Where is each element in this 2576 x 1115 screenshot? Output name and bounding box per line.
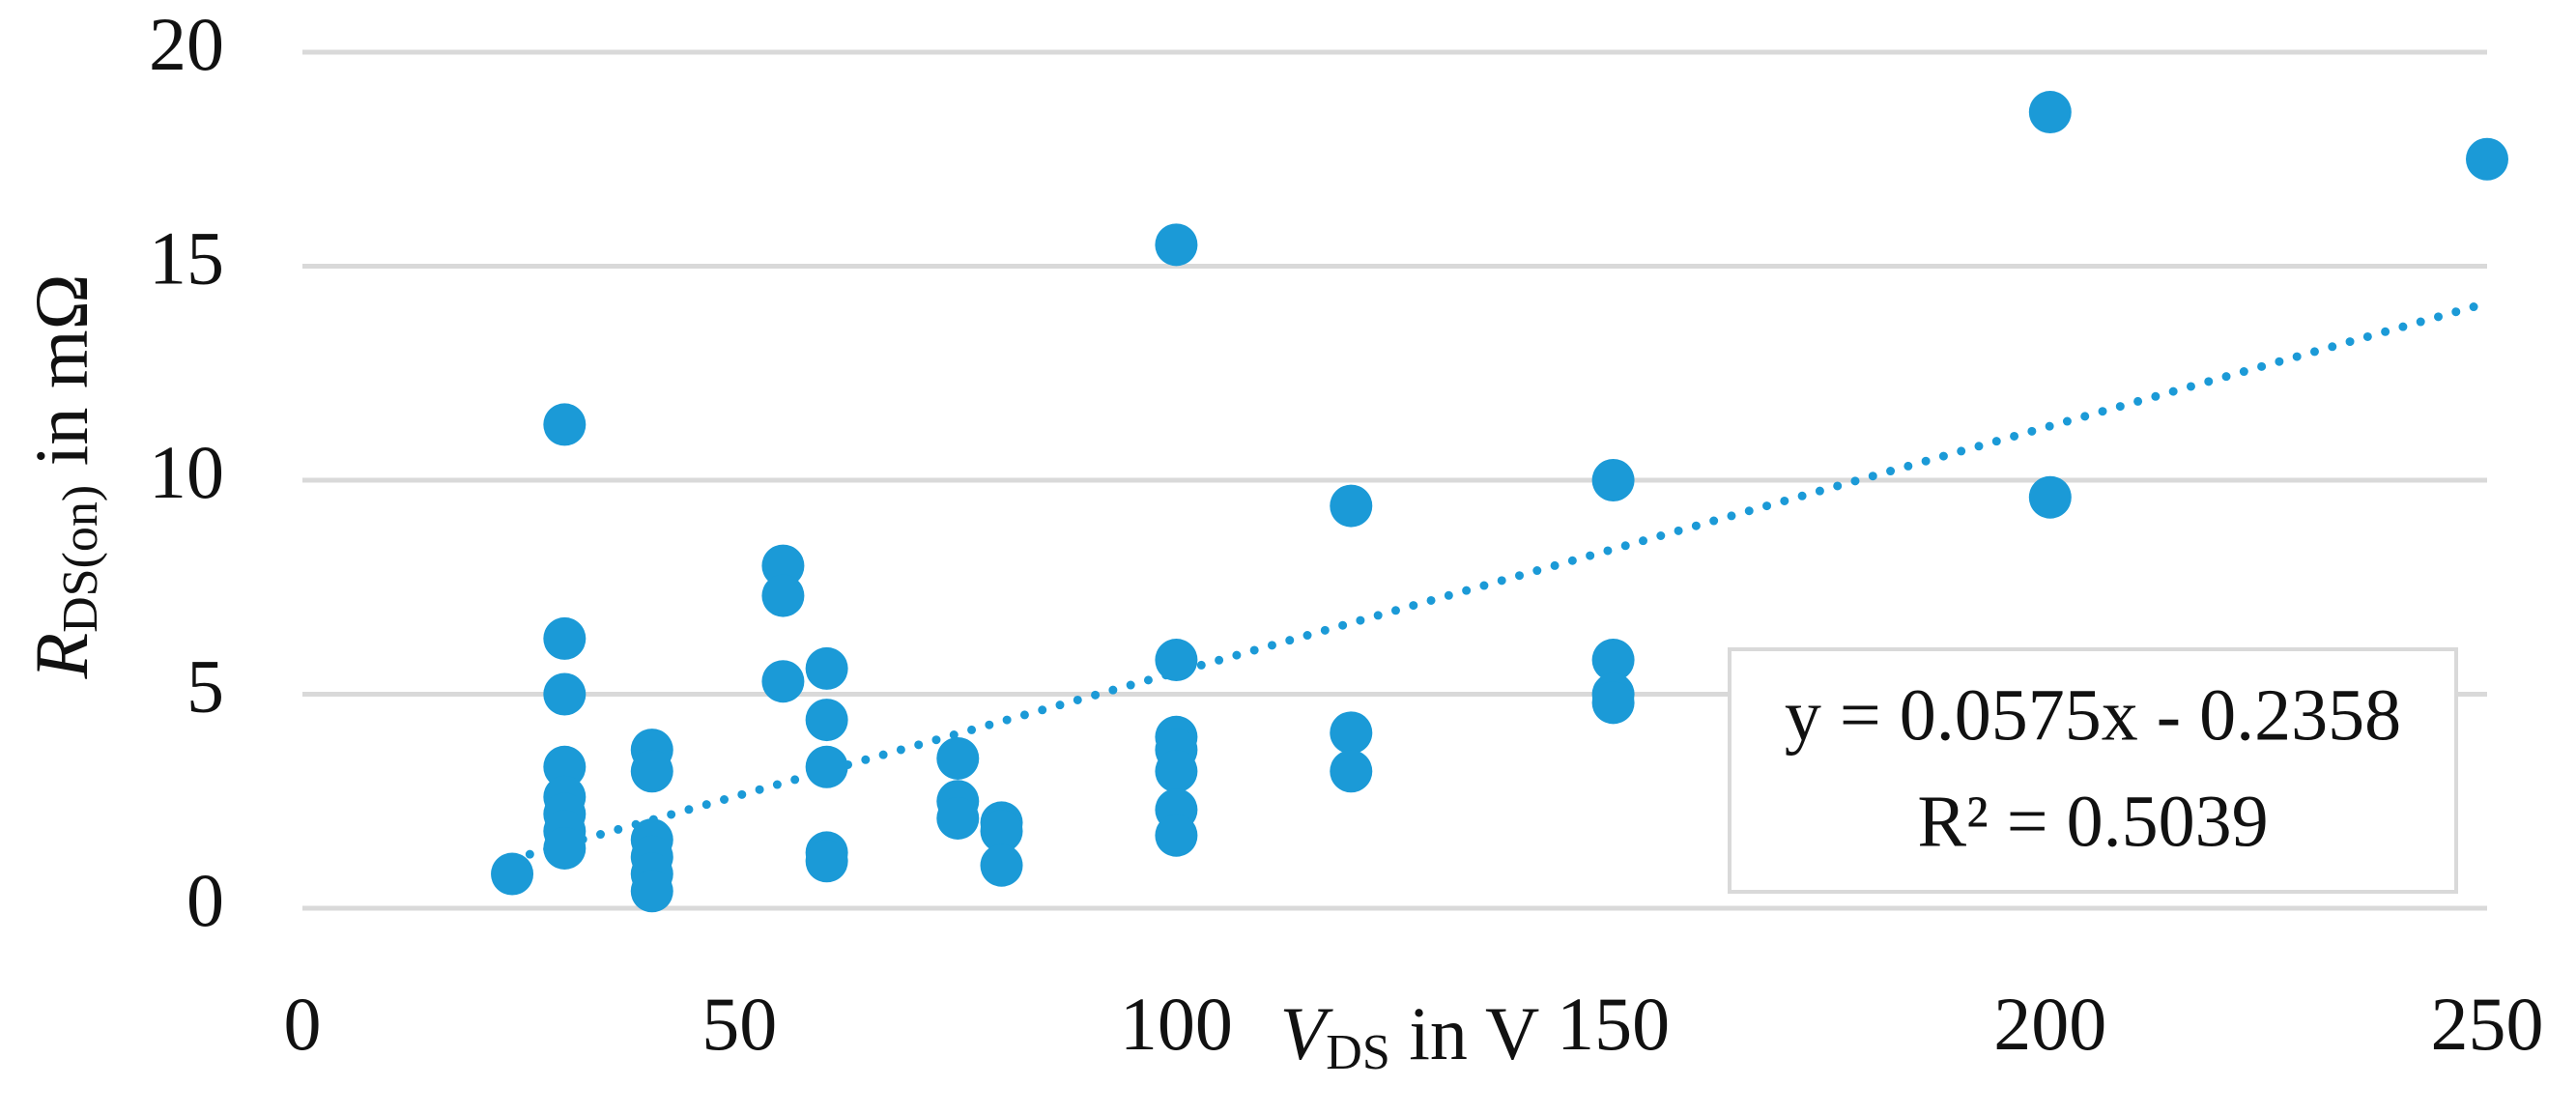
data-point (543, 745, 587, 788)
data-point (805, 745, 848, 788)
data-point (1591, 681, 1635, 725)
data-point (1591, 459, 1635, 501)
data-point (491, 852, 534, 896)
data-point (936, 796, 980, 840)
data-point (543, 672, 587, 716)
x-tick-label: 150 (1557, 982, 1670, 1066)
data-point (805, 646, 848, 690)
data-point (2028, 475, 2072, 519)
data-point (980, 843, 1023, 887)
y-tick-label: 0 (186, 858, 224, 942)
data-point (1330, 711, 1373, 755)
data-point (1330, 484, 1373, 528)
data-point (630, 750, 673, 793)
data-point (1330, 750, 1373, 793)
data-point (1155, 639, 1198, 682)
data-point (761, 660, 805, 703)
x-tick-label: 200 (1993, 982, 2106, 1066)
data-point (2028, 91, 2072, 134)
y-label-rest: in mΩ (19, 273, 103, 484)
data-point (805, 840, 848, 883)
y-label-main: R (19, 633, 103, 680)
y-axis-label: RDS(on) in mΩ (19, 273, 108, 679)
data-point (761, 574, 805, 617)
data-point (980, 810, 1023, 853)
y-tick-label: 15 (149, 215, 224, 300)
y-tick-label: 10 (149, 430, 224, 514)
data-point (1155, 814, 1198, 857)
data-point (1155, 750, 1198, 793)
x-label-rest: in V (1390, 991, 1540, 1075)
data-point (1591, 639, 1635, 682)
y-label-sub: DS(on) (53, 485, 108, 633)
data-point (543, 826, 587, 870)
trendline (507, 299, 2492, 864)
data-point (2466, 137, 2508, 181)
trendline-label-box (1728, 647, 2458, 894)
data-point (805, 699, 848, 742)
trendline-equation: y = 0.0575x - 0.2358 (1785, 674, 2401, 756)
x-axis-label: VDS in V (1280, 991, 1540, 1080)
y-tick-label: 20 (149, 2, 224, 86)
data-point (543, 403, 587, 446)
data-point (761, 544, 805, 587)
data-point (1155, 223, 1198, 267)
data-point (936, 736, 980, 780)
x-tick-label: 0 (284, 982, 322, 1066)
x-label-main: V (1280, 991, 1334, 1075)
data-point (630, 870, 673, 913)
x-tick-label: 50 (701, 982, 777, 1066)
x-tick-label: 100 (1120, 982, 1233, 1066)
data-point (543, 616, 587, 660)
x-tick-label: 250 (2431, 982, 2544, 1066)
x-label-sub: DS (1326, 1025, 1389, 1080)
trendline-r2: R² = 0.5039 (1917, 781, 2268, 862)
y-tick-label: 5 (186, 643, 224, 728)
